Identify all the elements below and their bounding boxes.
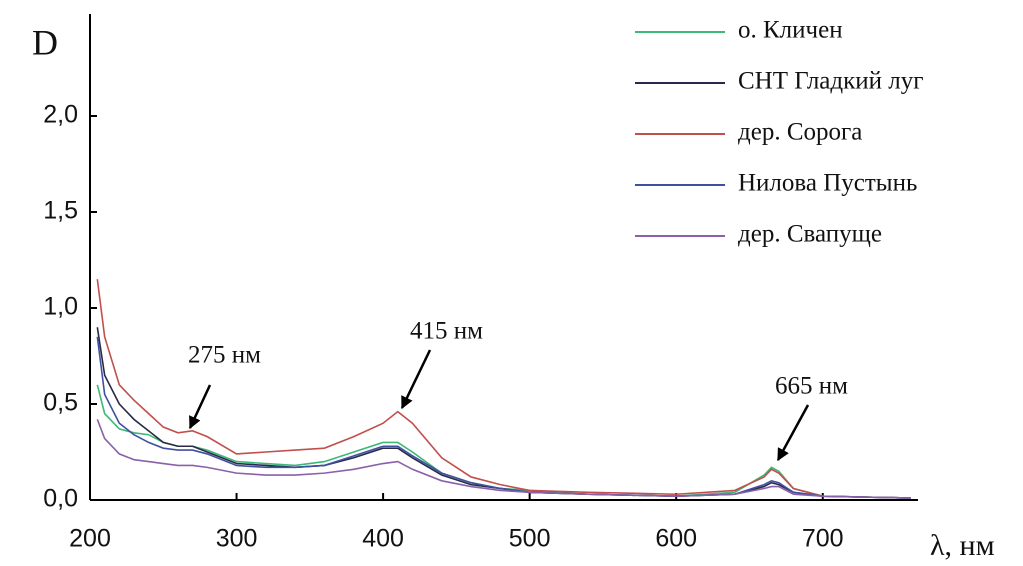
x-tick-label: 700	[802, 525, 844, 553]
series-line	[96, 279, 911, 499]
series-line	[96, 327, 911, 499]
series-line	[96, 419, 911, 499]
y-tick-label: 0,0	[43, 485, 78, 513]
legend-label: о. Кличен	[738, 17, 843, 44]
annotation: 415 нм	[410, 318, 483, 345]
annotation-arrow	[188, 384, 212, 430]
x-tick-label: 400	[362, 525, 404, 553]
annotation-arrow	[776, 404, 810, 462]
x-axis-label: λ, нм	[930, 529, 995, 562]
legend-label: Нилова Пустынь	[738, 170, 917, 197]
x-tick-label: 300	[216, 525, 258, 553]
x-tick-label: 500	[509, 525, 551, 553]
y-tick-label: 1,0	[43, 293, 78, 321]
legend-label: дер. Свапуще	[738, 221, 882, 248]
y-tick-label: 1,5	[43, 197, 78, 225]
x-tick-label: 600	[655, 525, 697, 553]
legend-label: СНТ Гладкий луг	[738, 68, 924, 95]
legend-label: дер. Сорога	[738, 119, 862, 146]
y-tick-label: 0,5	[43, 389, 78, 417]
annotation-arrow	[400, 349, 432, 410]
annotation: 275 нм	[188, 342, 261, 369]
annotation: 665 нм	[775, 373, 848, 400]
y-tick-label: 2,0	[43, 101, 78, 129]
y-axis-label: D	[32, 22, 58, 62]
x-tick-label: 200	[69, 525, 111, 553]
series-line	[96, 336, 911, 499]
